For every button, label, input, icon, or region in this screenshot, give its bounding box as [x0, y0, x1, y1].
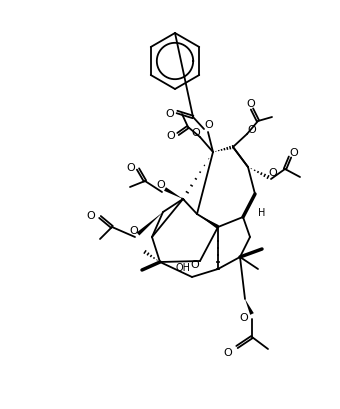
Text: O: O	[290, 148, 299, 157]
Text: O: O	[87, 211, 96, 220]
Text: O: O	[269, 168, 277, 178]
Text: OH: OH	[175, 262, 190, 272]
Text: O: O	[157, 180, 165, 189]
Text: O: O	[246, 99, 255, 109]
Text: O: O	[192, 128, 200, 138]
Text: O: O	[248, 125, 256, 135]
Text: O: O	[240, 312, 249, 322]
Text: O: O	[166, 109, 174, 119]
Text: O: O	[224, 347, 232, 357]
Text: O: O	[167, 131, 175, 141]
Text: O: O	[205, 120, 214, 130]
Polygon shape	[164, 188, 183, 200]
Text: O: O	[191, 259, 199, 270]
Text: H: H	[258, 207, 266, 218]
Text: O: O	[126, 163, 135, 173]
Text: O: O	[130, 225, 138, 236]
Polygon shape	[197, 214, 219, 229]
Polygon shape	[137, 213, 163, 236]
Polygon shape	[245, 299, 254, 315]
